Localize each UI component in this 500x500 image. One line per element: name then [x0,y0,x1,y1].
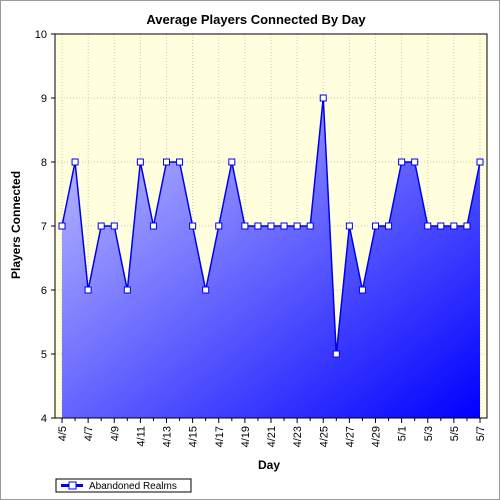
x-tick-label: 4/29 [371,426,383,447]
y-tick-label: 7 [41,221,47,233]
data-point [215,222,223,230]
data-point [241,222,249,230]
data-point [280,222,288,230]
data-point [358,286,366,294]
data-point [254,222,262,230]
data-point [345,222,353,230]
x-tick-label: 4/23 [292,426,304,447]
x-tick-label: 4/17 [214,426,226,447]
series-area [62,98,480,418]
y-tick-label: 8 [41,157,47,169]
data-point [71,158,79,166]
x-tick-label: 4/15 [188,426,200,447]
legend: Abandoned Realms [55,478,192,493]
x-tick-label: 4/9 [109,426,121,441]
x-tick-label: 4/19 [240,426,252,447]
data-point [293,222,301,230]
x-tick-label: 4/13 [162,426,174,447]
x-tick-label: 4/7 [83,426,95,441]
data-point [189,222,197,230]
x-tick-label: 4/5 [57,426,69,441]
data-point [450,222,458,230]
y-tick-label: 9 [41,93,47,105]
legend-marker-icon [68,481,77,490]
data-point [385,222,393,230]
legend-box [55,478,192,493]
y-axis-title: Players Connected [9,171,23,279]
y-tick-label: 4 [41,413,47,425]
data-point [437,222,445,230]
data-point [398,158,406,166]
data-point [97,222,105,230]
x-axis-ticks: 4/5 4/7 4/9 4/11 4/13 4/15 4/17 4/19 4/21 4/23 4/2… [57,418,487,447]
series-points [58,94,484,358]
data-point [58,222,66,230]
data-point [411,158,419,166]
data-point [110,222,118,230]
x-tick-label: 4/25 [318,426,330,447]
x-tick-label: 5/7 [475,426,487,441]
data-point [372,222,379,230]
y-tick-label: 5 [41,349,47,361]
data-point [424,222,432,230]
data-point [163,158,170,166]
data-point [123,286,131,294]
y-tick-label: 6 [41,285,47,297]
data-point [319,94,327,102]
chart-title: Average Players Connected By Day [146,12,366,27]
data-point [267,222,275,230]
data-point [202,286,210,294]
x-axis-title: Day [258,458,280,472]
y-tick-label: 10 [35,29,47,41]
data-point [463,222,471,230]
data-point [306,222,314,230]
data-point [149,222,157,230]
x-tick-label: 5/5 [449,426,461,441]
x-tick-label: 4/11 [135,426,147,447]
data-point [136,158,144,166]
x-tick-label: 5/3 [423,426,435,441]
data-point [476,158,484,166]
data-point [176,158,184,166]
data-point [84,286,92,294]
x-tick-label: 4/27 [344,426,356,447]
data-point [228,158,236,166]
x-tick-label: 4/21 [266,426,278,447]
data-point [332,350,340,358]
x-tick-label: 5/1 [397,426,409,441]
y-axis-ticks: 4 5 6 7 8 9 10 [35,29,55,425]
legend-entry-label: Abandoned Realms [89,481,177,492]
